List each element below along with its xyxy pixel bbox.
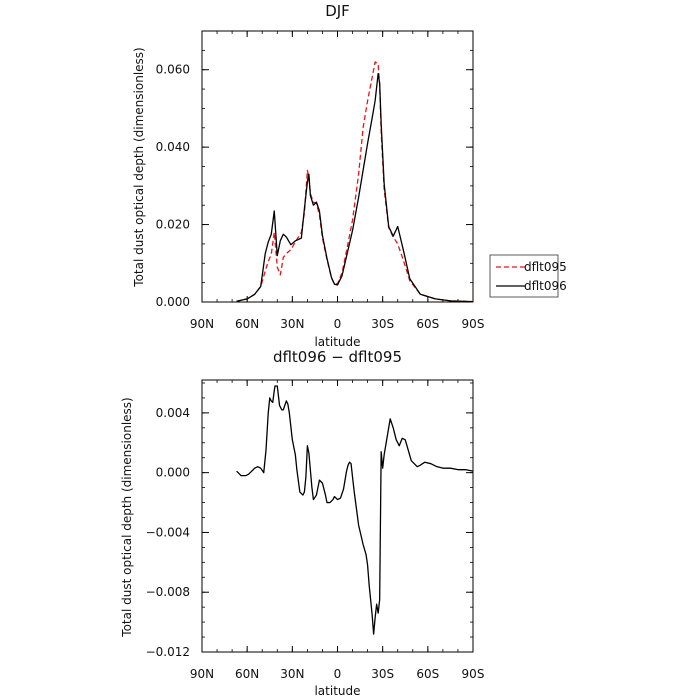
legend-label-dflt096: dflt096 <box>524 279 567 293</box>
legend-box <box>489 254 559 298</box>
legend: dflt095 dflt096 <box>489 254 567 298</box>
djf-x-tick-label: 0 <box>334 317 342 331</box>
djf-x-tick-label: 90N <box>190 317 214 331</box>
difference-plot-area: 90N 60N 30N 0 30S 60S 90S −0.012 −0.008 −0.004 0.0… <box>146 379 485 681</box>
djf-x-tick-label: 90S <box>462 317 485 331</box>
difference-title: dflt096 − dflt095 <box>273 348 402 366</box>
djf-y-tick-label: 0.060 <box>156 63 190 77</box>
djf-y-axis-label: Total dust optical depth (dimensionless) <box>132 47 146 287</box>
difference-x-tick-label: 30N <box>280 667 304 681</box>
difference-x-tick-label: 0 <box>334 667 342 681</box>
legend-label-dflt095: dflt095 <box>524 260 567 274</box>
difference-x-tick-label: 30S <box>371 667 394 681</box>
difference-y-tick-label: 0.004 <box>156 406 190 420</box>
difference-frame <box>201 379 474 653</box>
difference-x-axis-label: latitude <box>314 684 360 698</box>
djf-x-axis-label: latitude <box>314 335 360 349</box>
djf-y-tick-label: 0.000 <box>156 295 190 309</box>
difference-y-tick-label: 0.000 <box>156 466 190 480</box>
difference-y-axis-label: Total dust optical depth (dimensionless) <box>120 397 134 637</box>
difference-y-tick-label: −0.012 <box>146 645 190 659</box>
difference-y-tick-label: −0.004 <box>146 525 190 539</box>
djf-x-tick-label: 60S <box>416 317 439 331</box>
difference-x-tick-label: 90S <box>462 667 485 681</box>
djf-plot-area: 90N 60N 30N 0 30S 60S 90S 0.000 0.020 0.040 0.060 <box>156 30 485 331</box>
djf-series-line-dflt096 <box>236 72 474 303</box>
difference-x-tick-label: 60N <box>235 667 259 681</box>
difference-x-tick-label: 90N <box>190 667 214 681</box>
djf-y-tick-label: 0.020 <box>156 218 190 232</box>
difference-panel: dflt096 − dflt095 Total dust optical dep… <box>120 348 484 698</box>
difference-series-line-difference <box>236 385 474 635</box>
difference-x-tick-label: 60S <box>416 667 439 681</box>
djf-x-tick-label: 30S <box>371 317 394 331</box>
djf-y-tick-label: 0.040 <box>156 140 190 154</box>
djf-x-tick-label: 60N <box>235 317 259 331</box>
djf-x-tick-label: 30N <box>280 317 304 331</box>
djf-series-line-dflt095 <box>236 61 474 303</box>
djf-frame <box>201 30 474 303</box>
djf-panel: DJF Total dust optical depth (dimensionl… <box>132 2 567 349</box>
djf-title: DJF <box>325 2 350 20</box>
difference-y-tick-label: −0.008 <box>146 585 190 599</box>
